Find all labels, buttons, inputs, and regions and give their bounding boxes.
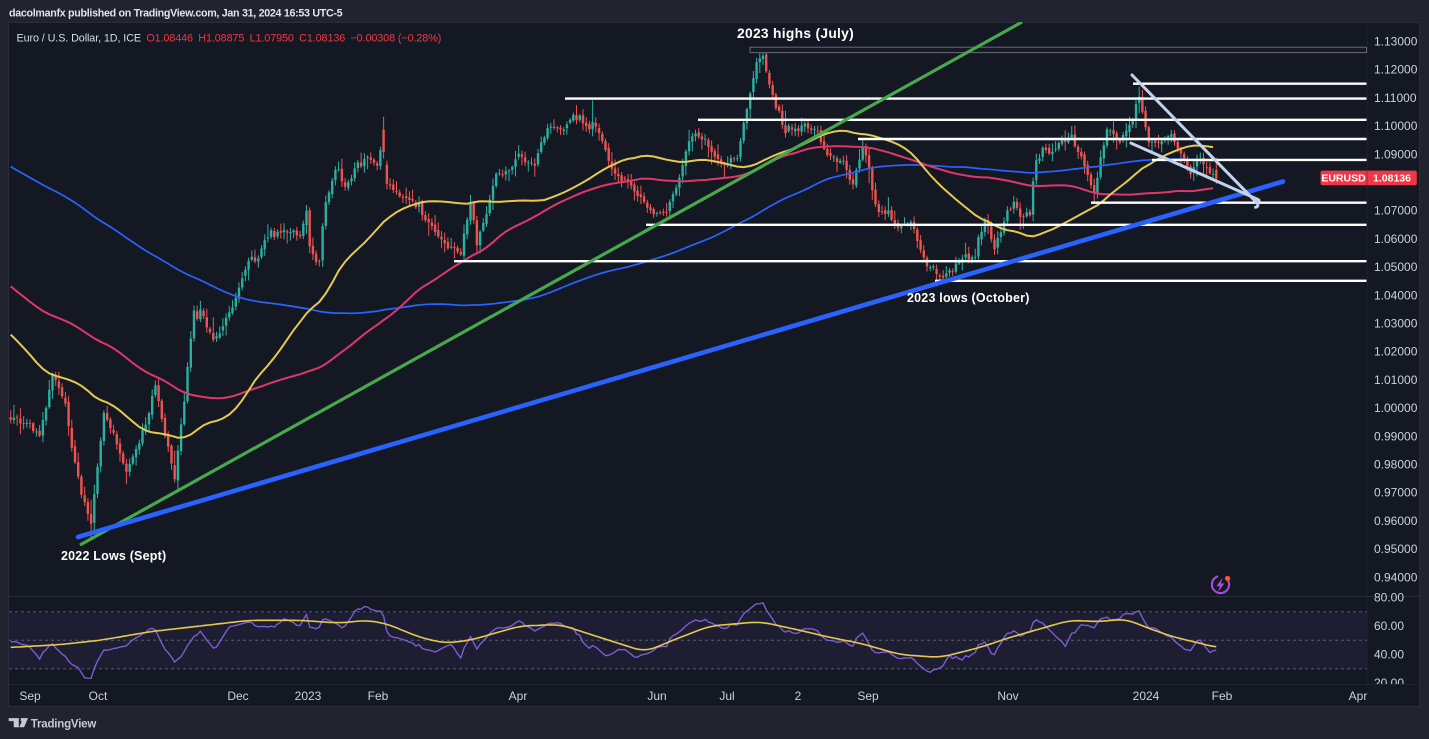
svg-text:TradingView: TradingView: [31, 719, 97, 731]
svg-text:0.96000: 0.96000: [1374, 514, 1418, 528]
svg-text:Jun: Jun: [647, 689, 666, 703]
svg-text:Oct: Oct: [89, 689, 108, 703]
svg-text:0.94000: 0.94000: [1374, 570, 1418, 584]
svg-text:2023 lows (October): 2023 lows (October): [907, 291, 1030, 305]
svg-text:0.99000: 0.99000: [1374, 429, 1418, 443]
svg-text:Nov: Nov: [997, 689, 1018, 703]
svg-text:Feb: Feb: [1212, 689, 1233, 703]
svg-text:Dec: Dec: [227, 689, 248, 703]
svg-text:Sep: Sep: [857, 689, 879, 703]
svg-text:Feb: Feb: [368, 689, 389, 703]
svg-text:1.12000: 1.12000: [1374, 63, 1418, 77]
svg-text:2024: 2024: [1133, 689, 1160, 703]
svg-text:1.02000: 1.02000: [1374, 345, 1418, 359]
svg-text:dacolmanfx published on Tradin: dacolmanfx published on TradingView.com,…: [9, 8, 343, 20]
svg-text:Euro / U.S. Dollar, 1D, ICE O1: Euro / U.S. Dollar, 1D, ICE O1.08446 H1.…: [17, 33, 442, 45]
svg-text:Sep: Sep: [19, 689, 41, 703]
svg-text:1.13000: 1.13000: [1374, 35, 1418, 49]
svg-text:1.10000: 1.10000: [1374, 119, 1418, 133]
svg-text:1.07000: 1.07000: [1374, 204, 1418, 218]
svg-text:1.11000: 1.11000: [1374, 91, 1417, 105]
svg-text:Apr: Apr: [1349, 689, 1368, 703]
svg-text:80.00: 80.00: [1374, 590, 1404, 604]
svg-text:EURUSD: EURUSD: [1321, 173, 1366, 185]
svg-text:2: 2: [795, 689, 802, 703]
svg-text:0.97000: 0.97000: [1374, 486, 1418, 500]
svg-text:1.06000: 1.06000: [1374, 232, 1418, 246]
svg-text:1.08136: 1.08136: [1373, 173, 1411, 185]
svg-text:0.98000: 0.98000: [1374, 458, 1418, 472]
svg-text:1.05000: 1.05000: [1374, 260, 1418, 274]
svg-text:Apr: Apr: [509, 689, 528, 703]
svg-text:2023 highs (July): 2023 highs (July): [737, 26, 854, 41]
svg-text:2022 Lows (Sept): 2022 Lows (Sept): [61, 549, 166, 563]
svg-text:1.01000: 1.01000: [1374, 373, 1418, 387]
svg-text:20.00: 20.00: [1374, 676, 1404, 690]
svg-text:1.03000: 1.03000: [1374, 317, 1418, 331]
svg-text:1.04000: 1.04000: [1374, 288, 1418, 302]
svg-text:40.00: 40.00: [1374, 648, 1404, 662]
svg-text:1.00000: 1.00000: [1374, 401, 1418, 415]
svg-text:1.09000: 1.09000: [1374, 147, 1418, 161]
svg-text:0.95000: 0.95000: [1374, 542, 1418, 556]
svg-text:2023: 2023: [295, 689, 322, 703]
svg-text:Jul: Jul: [719, 689, 734, 703]
svg-text:60.00: 60.00: [1374, 619, 1404, 633]
